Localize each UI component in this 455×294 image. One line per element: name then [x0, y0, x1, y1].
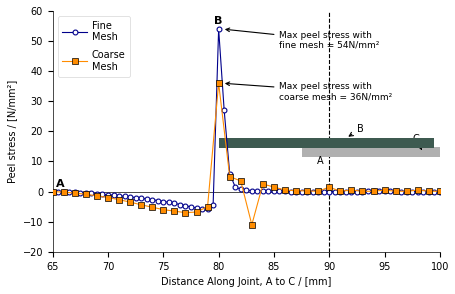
Coarse
Mesh: [425, 190, 430, 193]
Bar: [301, 147, 439, 157]
Coarse
Mesh: [116, 198, 121, 201]
Coarse
Mesh: [271, 185, 276, 189]
Line: Coarse
Mesh: Coarse Mesh: [50, 81, 442, 228]
Fine
Mesh: [105, 193, 111, 197]
Coarse
Mesh: [403, 190, 409, 193]
X-axis label: Distance Along Joint, A to C / [mm]: Distance Along Joint, A to C / [mm]: [161, 277, 331, 287]
Text: B: B: [214, 16, 222, 26]
Coarse
Mesh: [348, 188, 354, 192]
Coarse
Mesh: [138, 203, 144, 207]
Coarse
Mesh: [105, 196, 111, 199]
Coarse
Mesh: [193, 210, 199, 214]
Legend: Fine
Mesh, Coarse
Mesh: Fine Mesh, Coarse Mesh: [57, 16, 130, 76]
Text: Max peel stress with
fine mesh = 54N/mm²: Max peel stress with fine mesh = 54N/mm²: [226, 28, 379, 50]
Fine
Mesh: [409, 190, 414, 193]
Fine
Mesh: [204, 208, 210, 211]
Coarse
Mesh: [414, 188, 420, 192]
Coarse
Mesh: [315, 190, 320, 193]
Coarse
Mesh: [171, 209, 177, 213]
Coarse
Mesh: [326, 185, 331, 189]
Coarse
Mesh: [50, 190, 56, 193]
Coarse
Mesh: [227, 175, 232, 178]
Coarse
Mesh: [248, 223, 254, 226]
Coarse
Mesh: [149, 206, 155, 209]
Coarse
Mesh: [94, 194, 100, 198]
Text: A: A: [56, 179, 65, 189]
Coarse
Mesh: [359, 190, 364, 193]
Coarse
Mesh: [260, 182, 265, 186]
Coarse
Mesh: [182, 211, 188, 214]
Coarse
Mesh: [83, 193, 88, 196]
Fine
Mesh: [248, 189, 254, 193]
Text: C: C: [411, 134, 420, 149]
Coarse
Mesh: [72, 191, 77, 195]
Coarse
Mesh: [293, 189, 298, 193]
Coarse
Mesh: [215, 81, 221, 85]
Fine
Mesh: [50, 190, 56, 193]
Line: Fine
Mesh: Fine Mesh: [50, 26, 441, 212]
Text: A: A: [316, 156, 323, 166]
Fine
Mesh: [61, 190, 66, 194]
Coarse
Mesh: [127, 200, 132, 204]
Bar: [218, 138, 433, 148]
Coarse
Mesh: [238, 179, 243, 183]
Coarse
Mesh: [204, 205, 210, 208]
Fine
Mesh: [436, 190, 442, 193]
Coarse
Mesh: [61, 191, 66, 194]
Coarse
Mesh: [282, 188, 287, 192]
Fine
Mesh: [215, 27, 221, 31]
Coarse
Mesh: [392, 190, 398, 193]
Coarse
Mesh: [304, 189, 309, 193]
Coarse
Mesh: [381, 188, 386, 192]
Fine
Mesh: [293, 190, 298, 193]
Text: Max peel stress with
coarse mesh = 36N/mm²: Max peel stress with coarse mesh = 36N/m…: [226, 82, 392, 101]
Coarse
Mesh: [337, 190, 342, 193]
Fine
Mesh: [425, 190, 430, 193]
Text: B: B: [349, 124, 363, 136]
Coarse
Mesh: [436, 190, 442, 193]
Coarse
Mesh: [160, 208, 166, 211]
Y-axis label: Peel stress / [N/mm²]: Peel stress / [N/mm²]: [7, 80, 17, 183]
Coarse
Mesh: [370, 190, 375, 193]
